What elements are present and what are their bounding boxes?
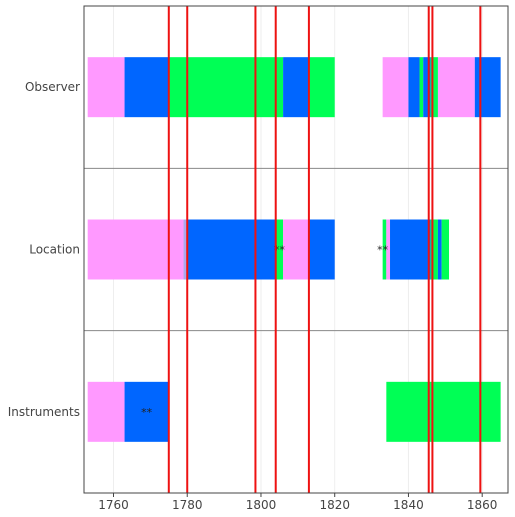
segment-bar <box>308 57 335 118</box>
segment-bar <box>87 381 125 442</box>
segment-bar <box>419 57 424 118</box>
annotation-label: ** <box>141 406 153 419</box>
annotations-layer: ** ** ** <box>141 244 388 419</box>
x-tick-label: 1800 <box>246 498 277 512</box>
x-tick-label: 1860 <box>467 498 498 512</box>
segment-bar <box>408 57 420 118</box>
segment-bar <box>382 57 409 118</box>
segment-bar <box>283 219 309 280</box>
category-label: Observer <box>25 80 80 94</box>
segment-bar <box>437 57 475 118</box>
segment-bar <box>168 57 284 118</box>
segment-bar <box>308 219 335 280</box>
segment-bar <box>430 219 438 280</box>
segment-bar <box>87 219 184 280</box>
x-tick-label: 1820 <box>319 498 350 512</box>
annotation-label: ** <box>274 244 286 257</box>
category-separators <box>84 167 508 332</box>
segment-bar <box>183 219 188 280</box>
segment-bar <box>386 219 391 280</box>
category-labels: Observer Location Instruments <box>8 80 80 419</box>
segment-bar <box>474 57 501 118</box>
x-tick-label: 1760 <box>98 498 129 512</box>
plot-frame <box>83 5 509 494</box>
segment-bar <box>124 57 169 118</box>
x-tick-label: 1780 <box>172 498 203 512</box>
segment-bar <box>382 219 387 280</box>
segment-bar <box>386 381 501 442</box>
vertical-lines-layer <box>167 6 482 493</box>
x-tick-label: 1840 <box>393 498 424 512</box>
category-label: Location <box>29 243 80 257</box>
x-axis-ticks: 1760 1780 1800 1820 1840 1860 <box>98 493 497 512</box>
segments-layer <box>87 57 501 442</box>
segment-bar <box>87 57 125 118</box>
segment-bar <box>187 219 276 280</box>
category-label: Instruments <box>8 405 80 419</box>
annotation-label: ** <box>377 244 389 257</box>
segment-bar <box>283 57 309 118</box>
segment-bar <box>423 57 431 118</box>
segment-bar <box>441 219 450 280</box>
segment-bar <box>437 219 442 280</box>
segment-bar <box>390 219 431 280</box>
segment-bar <box>124 381 169 442</box>
segment-bar <box>275 219 284 280</box>
segment-bar <box>430 57 438 118</box>
